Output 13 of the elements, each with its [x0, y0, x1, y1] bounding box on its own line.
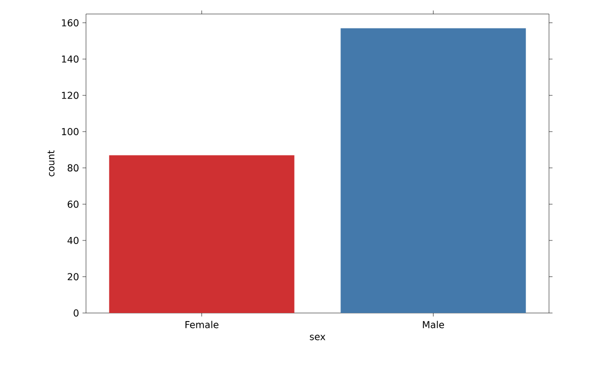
y-axis-title: count: [48, 150, 54, 176]
y-tick-label: 40: [68, 236, 78, 244]
x-axis-title: sex: [310, 334, 326, 340]
y-tick-label: 100: [62, 128, 78, 136]
y-tick-label: 0: [74, 309, 78, 317]
x-tick-label: Male: [422, 320, 444, 328]
y-tick-label: 160: [62, 19, 78, 26]
y-tick-label: 120: [62, 92, 78, 99]
x-tick-label: Female: [186, 320, 218, 328]
y-tick-label: 20: [68, 273, 78, 280]
y-tick-label: 80: [68, 164, 78, 172]
y-tick-label: 60: [68, 200, 78, 208]
y-tick-label: 140: [62, 55, 78, 63]
